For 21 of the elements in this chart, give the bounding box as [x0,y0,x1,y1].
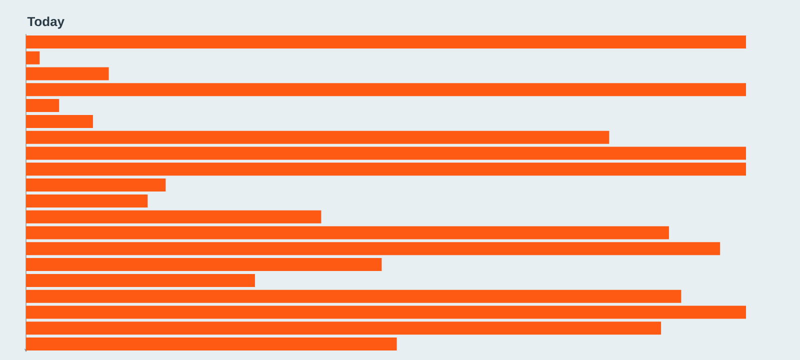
bar [26,322,662,335]
bar [26,338,397,351]
bar [26,67,109,80]
bar [26,306,746,319]
bar [26,290,682,303]
bar [26,146,746,160]
bar [26,114,93,128]
bar [26,210,322,224]
bar [26,130,610,144]
bar [26,178,166,192]
chart-title: Today [27,16,64,29]
bar [26,258,382,272]
bar [26,226,669,240]
bar [26,162,746,176]
bar [26,242,720,256]
bar [26,99,60,112]
bar [26,274,255,287]
bar [26,83,746,96]
bar [26,35,746,48]
bar [26,51,40,64]
bar [26,194,148,208]
